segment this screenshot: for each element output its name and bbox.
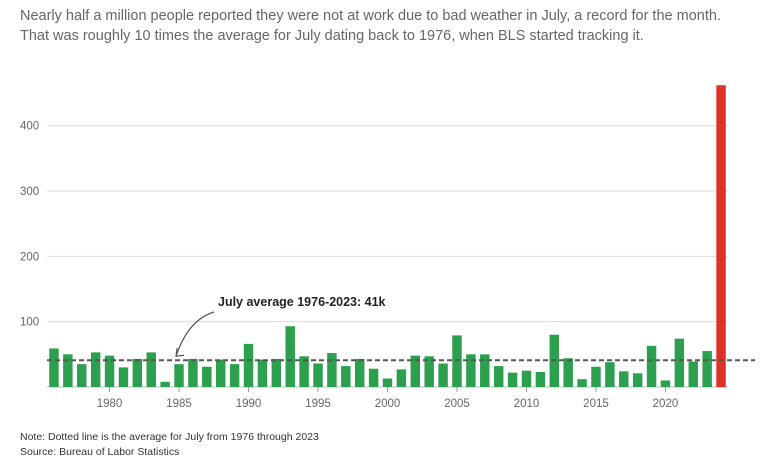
bar (299, 356, 309, 387)
bar (354, 358, 365, 387)
bar (521, 370, 532, 387)
bar (327, 353, 337, 387)
x-tick-label: 2000 (375, 398, 401, 410)
bar (646, 345, 657, 387)
bar (202, 366, 212, 387)
average-annotation-label: July average 1976-2023: 41k (218, 295, 386, 309)
x-tick-label: 2015 (583, 398, 609, 410)
bar (63, 354, 73, 387)
x-tick-label: 2020 (653, 398, 679, 410)
y-tick-label: 100 (20, 317, 39, 329)
x-tick-label: 1995 (305, 398, 331, 410)
bar (229, 364, 240, 387)
bar (493, 366, 504, 387)
bars (49, 85, 726, 388)
bar (285, 326, 295, 387)
bar (410, 355, 421, 387)
bar (104, 355, 115, 387)
subtitle-line-2: That was roughly 10 times the average fo… (20, 28, 644, 44)
annotation-arrowhead (175, 348, 185, 357)
bar (577, 379, 587, 387)
bar (215, 359, 226, 387)
bar (341, 366, 351, 387)
note-text: Note: Dotted line is the average for Jul… (20, 431, 319, 443)
bar (382, 378, 393, 387)
x-tick-label: 1990 (236, 398, 262, 410)
chart-footnotes: Note: Dotted line is the average for Jul… (20, 430, 319, 460)
bar (188, 358, 198, 387)
bar (174, 364, 184, 387)
bar (563, 358, 573, 387)
bar (591, 366, 601, 387)
bar (466, 354, 476, 387)
bar (257, 359, 268, 387)
bar-highlight (716, 85, 726, 388)
bar (77, 364, 87, 387)
y-tick-label: 200 (20, 251, 39, 263)
source-text: Source: Bureau of Labor Statistics (20, 446, 180, 458)
bar (507, 372, 518, 387)
bar (271, 358, 282, 387)
bar (702, 351, 712, 387)
bar (160, 381, 170, 387)
bar (313, 363, 323, 387)
x-axis-ticks: 1980 1985 1990 1995 2000 2005 2010 2015 2020 (97, 387, 679, 410)
chart-subtitle: Nearly half a million people reported th… (20, 6, 760, 46)
bar (90, 352, 101, 387)
bar-chart: 100 200 300 400 1980 1985 1990 1995 2000 2005 201… (20, 85, 755, 410)
bar (619, 371, 629, 387)
y-axis-ticks: 100 200 300 400 (20, 121, 39, 329)
bar (424, 356, 434, 387)
bar (49, 348, 59, 387)
bar (118, 367, 129, 387)
bar (132, 358, 143, 387)
grid-lines (47, 125, 728, 388)
annotation-arrow (175, 311, 215, 357)
bar (146, 352, 156, 387)
bar (243, 343, 254, 387)
bar (605, 362, 615, 387)
bar (480, 354, 490, 387)
x-tick-label: 2005 (444, 398, 470, 410)
y-tick-label: 300 (20, 186, 39, 198)
bar (660, 380, 671, 387)
bar (674, 338, 685, 387)
bar (688, 361, 698, 387)
bar (396, 369, 407, 387)
x-tick-label: 2010 (514, 398, 540, 410)
bar (632, 373, 643, 387)
subtitle-line-1: Nearly half a million people reported th… (20, 8, 721, 24)
bar (535, 371, 546, 387)
bar (438, 363, 448, 387)
x-tick-label: 1985 (166, 398, 192, 410)
bar (368, 368, 379, 387)
y-tick-label: 400 (20, 121, 39, 133)
x-tick-label: 1980 (97, 398, 123, 410)
